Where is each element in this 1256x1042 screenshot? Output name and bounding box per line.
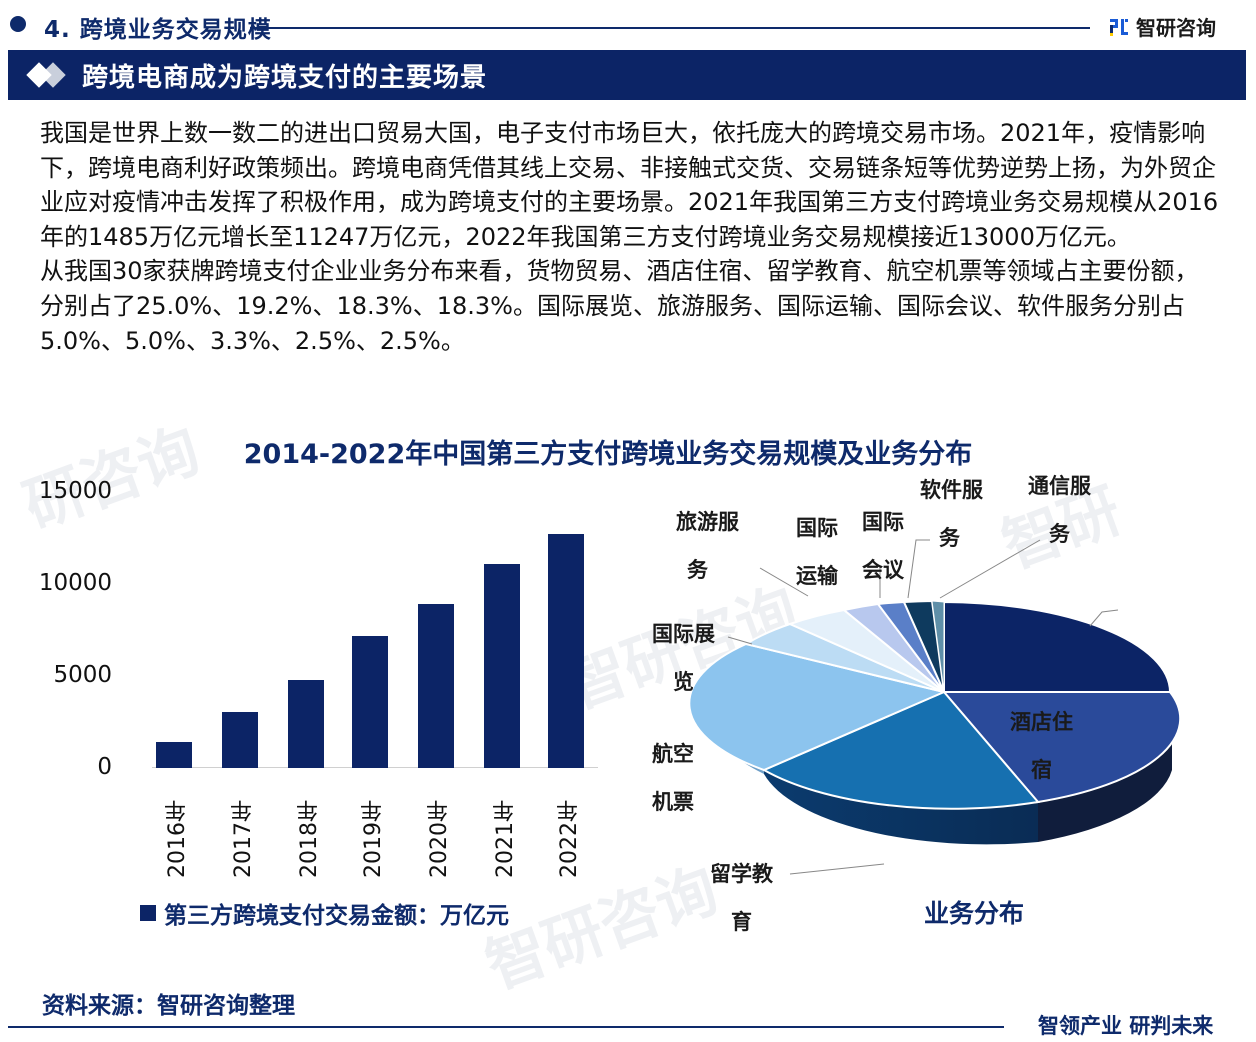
x-label: 2022年	[557, 800, 582, 878]
bar-2016	[156, 742, 192, 768]
pie-label-travel: 旅游服务	[676, 510, 739, 582]
pie-graphic	[688, 539, 1182, 875]
pie-label-transport: 国际 运输	[796, 516, 838, 588]
x-label: 2016年	[165, 800, 190, 878]
body-text: 我国是世界上数一数二的进出口贸易大国，电子支付市场巨大，依托庞大的跨境交易市场。…	[40, 116, 1220, 358]
paragraph: 从我国30家获牌跨境支付企业业务分布来看，货物贸易、酒店住宿、留学教育、航空机票…	[40, 257, 1199, 355]
pie-label-exhibition: 国际展览	[652, 622, 715, 694]
zhiyan-logo-icon	[1110, 18, 1128, 36]
brand-name: 智研咨询	[1136, 16, 1216, 40]
bar-2017	[222, 712, 258, 768]
bar-legend: 第三方跨境支付交易金额：万亿元	[140, 896, 509, 930]
pie-chart: 旅游服务 国际 运输 国际 会议 软件服务 通信服务 国际展览 航空 机票 酒店住宿 …	[640, 470, 1250, 950]
bar-plot-area	[152, 470, 598, 768]
section-title: 4. 跨境业务交易规模	[44, 17, 272, 43]
pie-caption: 业务分布	[924, 899, 1025, 928]
x-label: 2021年	[493, 800, 518, 878]
bar-chart: 15000 10000 5000 0 2016年 2017年 2018年 201…	[20, 470, 620, 890]
pie-label-software: 软件服务	[920, 478, 983, 550]
y-tick: 15000	[38, 478, 112, 504]
y-tick: 10000	[38, 570, 112, 596]
pie-label-airline: 航空 机票	[652, 742, 694, 814]
bar-2022	[548, 534, 584, 768]
bullet-icon	[10, 16, 26, 32]
legend-text: 第三方跨境支付交易金额：万亿元	[164, 903, 509, 929]
bar-2018	[288, 680, 324, 768]
x-label: 2017年	[231, 800, 256, 878]
x-label: 2019年	[361, 800, 386, 878]
y-tick: 0	[97, 754, 112, 780]
pie-label-education: 留学教育	[710, 862, 773, 934]
top-header: 4. 跨境业务交易规模 智研咨询	[0, 0, 1256, 50]
x-label: 2018年	[297, 800, 322, 878]
paragraph: 我国是世界上数一数二的进出口贸易大国，电子支付市场巨大，依托庞大的跨境交易市场。…	[40, 119, 1219, 251]
x-label: 2020年	[427, 800, 452, 878]
legend-swatch-icon	[140, 905, 156, 921]
bar-2020	[418, 604, 454, 768]
slogan: 智领产业 研判未来	[1038, 1014, 1214, 1038]
pie-label-conference: 国际 会议	[862, 510, 904, 582]
brand: 智研咨询	[1108, 12, 1216, 41]
source-note: 资料来源：智研咨询整理	[42, 993, 295, 1019]
banner: 跨境电商成为跨境支付的主要场景	[8, 50, 1246, 100]
bar-2019	[352, 636, 388, 768]
header-divider	[250, 27, 1090, 29]
footer-divider	[8, 1026, 1004, 1028]
banner-title: 跨境电商成为跨境支付的主要场景	[82, 62, 488, 93]
y-tick: 5000	[53, 662, 112, 688]
pie-label-hotel: 酒店住宿	[1010, 710, 1073, 782]
bar-2021	[484, 564, 520, 768]
double-diamond-icon	[26, 60, 68, 90]
pie-label-telecom: 通信服务	[1028, 474, 1091, 546]
chart-title: 2014-2022年中国第三方支付跨境业务交易规模及业务分布	[243, 439, 973, 470]
